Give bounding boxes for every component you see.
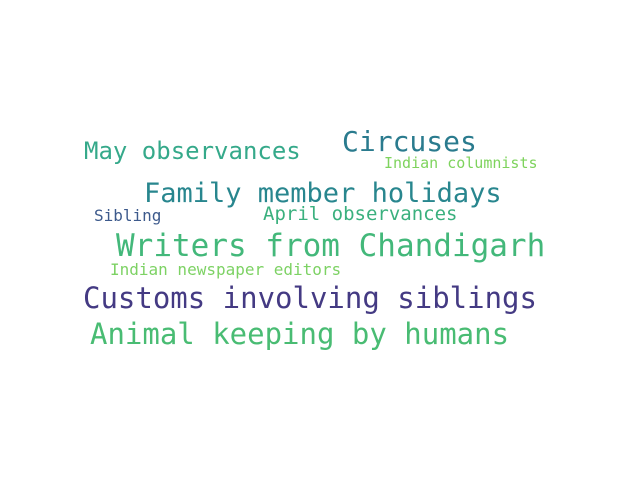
word-april-observances: April observances [263, 203, 458, 225]
word-indian-newspaper-editors: Indian newspaper editors [110, 260, 342, 279]
word-may-observances: May observances [84, 137, 301, 165]
word-sibling: Sibling [94, 206, 162, 225]
word-indian-columnists: Indian columnists [384, 154, 538, 172]
word-family-member-holidays: Family member holidays [144, 178, 502, 209]
word-circuses: Circuses [342, 125, 477, 158]
word-animal-keeping-by-humans: Animal keeping by humans [90, 317, 510, 351]
word-customs-involving-siblings: Customs involving siblings [83, 281, 537, 315]
word-writers-from-chandigarh: Writers from Chandigarh [116, 228, 546, 264]
